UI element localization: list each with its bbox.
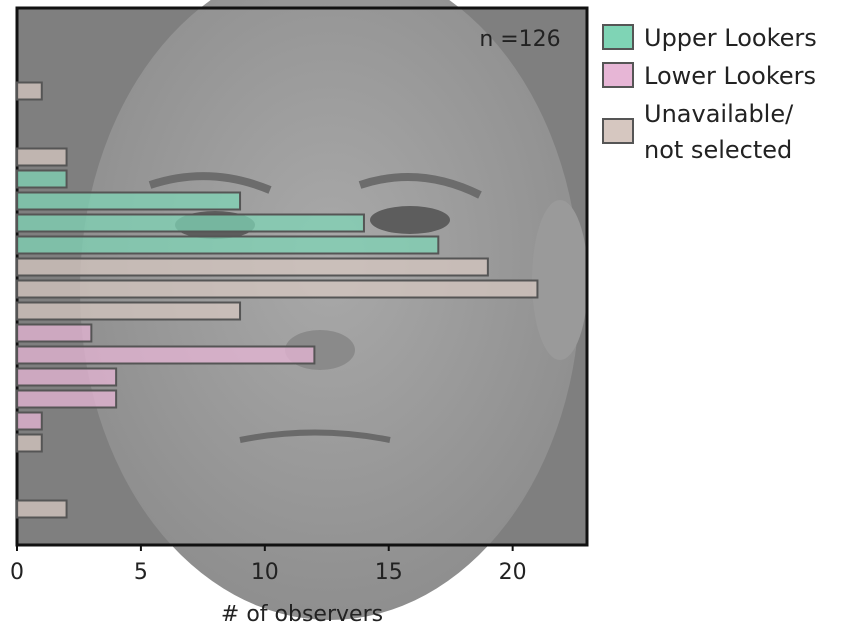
bar xyxy=(17,501,67,518)
bar xyxy=(17,303,240,320)
bar xyxy=(17,149,67,166)
page: n =126 # of observers 0 5 10 15 20 Upper Loo… xyxy=(0,0,842,630)
x-tick-label: 10 xyxy=(251,560,279,585)
x-axis-label: # of observers xyxy=(221,602,383,627)
bar xyxy=(17,215,364,232)
x-tick-label: 0 xyxy=(10,560,24,585)
bar xyxy=(17,281,537,298)
legend-item: Upper Lookers xyxy=(602,20,842,56)
legend-swatch xyxy=(602,24,634,50)
legend-swatch xyxy=(602,118,634,144)
legend-label: Upper Lookers xyxy=(644,20,842,56)
chart: n =126 # of observers 0 5 10 15 20 xyxy=(0,0,842,630)
bar xyxy=(17,83,42,100)
bar xyxy=(17,237,438,254)
legend-item: Lower Lookers xyxy=(602,58,842,94)
bar xyxy=(17,259,488,276)
bar xyxy=(17,369,116,386)
x-tick-label: 20 xyxy=(499,560,527,585)
x-tick-label: 15 xyxy=(375,560,403,585)
annotation: n =126 xyxy=(479,27,560,52)
bar xyxy=(17,413,42,430)
legend-label: Lower Lookers xyxy=(644,58,842,94)
bar xyxy=(17,435,42,452)
x-tick-label: 5 xyxy=(134,560,148,585)
bar xyxy=(17,325,91,342)
legend-item: Unavailable/ not selected xyxy=(602,96,814,168)
bar xyxy=(17,347,314,364)
bar xyxy=(17,193,240,210)
bar xyxy=(17,171,67,188)
bar xyxy=(17,391,116,408)
legend-swatch xyxy=(602,62,634,88)
legend-label: Unavailable/ not selected xyxy=(644,96,814,168)
